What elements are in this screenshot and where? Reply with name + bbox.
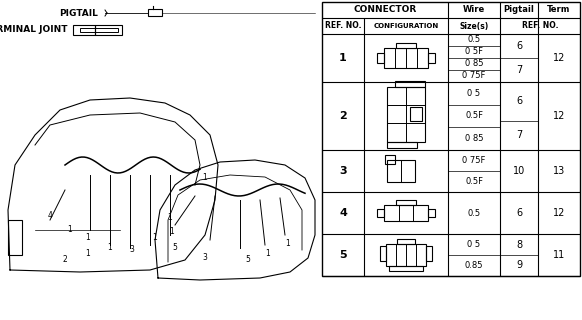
Text: 3: 3 (203, 253, 207, 262)
Text: 13: 13 (553, 166, 565, 176)
Bar (426, 246, 432, 261)
Text: 1: 1 (108, 244, 112, 252)
Text: 0 75F: 0 75F (462, 156, 486, 165)
Bar (387, 86, 425, 141)
Bar (396, 43, 416, 48)
Text: 0 5F: 0 5F (465, 47, 483, 57)
Bar (377, 53, 384, 63)
Text: 6: 6 (516, 96, 522, 106)
Text: 0.5F: 0.5F (465, 111, 483, 121)
Text: 0 85: 0 85 (465, 60, 483, 68)
Text: 0.85: 0.85 (465, 261, 483, 270)
Bar (73, 25, 95, 35)
Text: 5: 5 (246, 255, 250, 265)
Text: 0 85: 0 85 (465, 134, 483, 143)
Text: 1: 1 (286, 238, 290, 247)
Bar (322, 2, 580, 276)
Text: 11: 11 (553, 250, 565, 260)
Bar (377, 209, 384, 217)
Text: TERMINAL JOINT: TERMINAL JOINT (0, 26, 68, 35)
Text: 12: 12 (553, 53, 565, 63)
Bar (397, 239, 415, 244)
Text: 1: 1 (86, 249, 90, 258)
Text: 9: 9 (516, 260, 522, 270)
Bar (428, 53, 435, 63)
Bar (386, 244, 426, 266)
Text: 6: 6 (516, 41, 522, 51)
Text: 1: 1 (169, 228, 175, 236)
Text: Pigtail: Pigtail (503, 5, 534, 14)
Text: 1: 1 (339, 53, 347, 63)
Bar (8, 220, 22, 255)
Bar (428, 209, 435, 217)
Text: Term: Term (547, 5, 571, 14)
Text: 1: 1 (86, 234, 90, 243)
Text: 7: 7 (516, 65, 522, 75)
Text: 3: 3 (339, 166, 347, 176)
Bar (387, 160, 415, 182)
Text: 0 75F: 0 75F (462, 71, 486, 81)
Text: 12: 12 (553, 208, 565, 218)
Bar (380, 246, 386, 261)
Bar (384, 48, 428, 68)
Text: 1: 1 (68, 226, 72, 235)
Bar (389, 266, 423, 271)
Text: 3: 3 (130, 245, 134, 254)
Text: 4: 4 (339, 208, 347, 218)
Text: 5: 5 (172, 244, 178, 252)
Bar (385, 155, 395, 164)
Text: 2: 2 (63, 255, 68, 265)
Bar (395, 81, 425, 86)
Text: 8: 8 (516, 239, 522, 250)
Bar (95, 25, 122, 35)
Text: 6: 6 (516, 208, 522, 218)
Text: Size(s): Size(s) (459, 21, 489, 30)
Bar (384, 205, 428, 221)
Text: 0.5F: 0.5F (465, 177, 483, 186)
Text: 0.5: 0.5 (467, 36, 481, 44)
Text: 0 5: 0 5 (467, 240, 481, 249)
Text: 1: 1 (168, 213, 172, 222)
Text: 1: 1 (152, 234, 157, 243)
Text: 1: 1 (265, 249, 271, 258)
Text: 5: 5 (339, 250, 347, 260)
Text: 0.5: 0.5 (467, 209, 481, 218)
Text: CONNECTOR: CONNECTOR (353, 5, 417, 14)
Text: 12: 12 (553, 111, 565, 121)
Text: 0 5: 0 5 (467, 89, 481, 98)
Text: CONFIGURATION: CONFIGURATION (374, 23, 439, 29)
Text: REF. NO.: REF. NO. (325, 21, 361, 30)
Bar (80, 28, 118, 32)
Text: Wire: Wire (463, 5, 485, 14)
Bar (396, 200, 416, 205)
Text: REF. NO.: REF. NO. (521, 21, 558, 30)
Text: 10: 10 (513, 166, 525, 176)
Bar (148, 9, 162, 16)
Text: 2: 2 (339, 111, 347, 121)
Bar (410, 107, 422, 121)
Text: PIGTAIL: PIGTAIL (59, 9, 98, 18)
Text: 7: 7 (516, 130, 522, 140)
Text: 1: 1 (203, 173, 207, 182)
Text: 4: 4 (48, 211, 52, 220)
Bar (387, 141, 417, 148)
